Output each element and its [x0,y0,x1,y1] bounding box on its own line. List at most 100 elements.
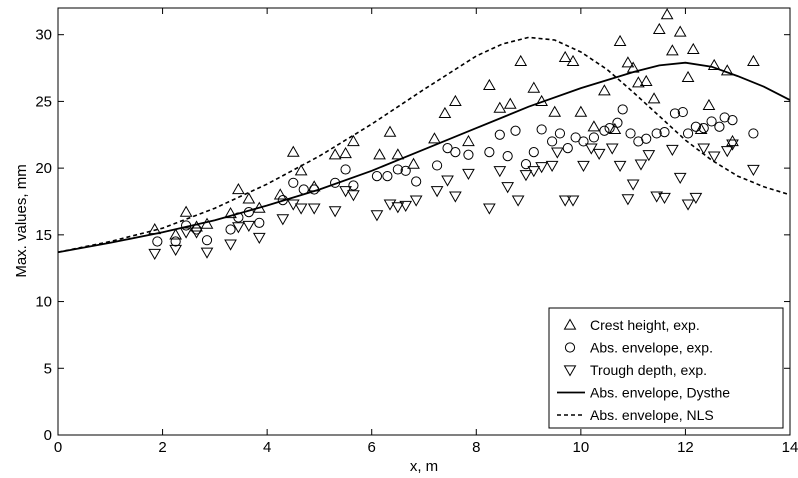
plot-area: 0 2 4 6 8 10 12 14 0 5 10 15 20 25 30 [35,7,798,456]
data-point [169,228,183,240]
data-point [554,128,566,139]
data-point [702,98,716,111]
data-point [626,179,640,191]
data-point [686,42,700,54]
data-point [170,236,181,247]
data-point [634,159,648,171]
data-point [307,203,321,215]
data-point [697,143,711,155]
data-point [348,180,359,191]
series-0 [148,8,760,240]
data-point [179,205,193,217]
legend-label: Abs. envelope, exp. [590,340,713,356]
data-point [652,22,666,34]
data-point [681,199,695,211]
data-point [720,64,734,76]
data-point [633,136,644,147]
y-tick-label: 0 [44,427,52,444]
data-point [682,128,694,139]
data-point [545,160,559,172]
data-point [328,148,342,160]
y-tick-label: 20 [35,160,52,177]
data-point [665,144,679,156]
data-point [514,54,528,66]
data-point [613,34,627,46]
data-point [639,74,653,87]
y-tick-label: 30 [35,27,52,44]
legend-marker-swatch [563,365,577,377]
data-point [409,195,423,207]
data-point [442,143,453,154]
data-point [566,195,580,207]
data-point [494,129,505,140]
data-point [592,148,606,160]
x-tick-label: 14 [782,439,798,456]
data-point [503,97,517,109]
legend-entry: Crest height, exp. [563,317,700,333]
data-point [152,236,163,247]
y-tick-label: 25 [35,93,52,110]
data-point [411,176,422,187]
data-point [608,122,622,135]
data-point [584,143,598,155]
data-point [242,192,256,204]
y-axis-title: Max. values, mm [13,164,30,277]
data-point [511,195,525,207]
data-point [493,101,507,113]
data-point [400,165,411,176]
data-point [577,160,590,172]
data-point [347,190,360,202]
legend-entry: Abs. envelope, NLS [557,407,714,423]
data-point [288,177,299,188]
data-point [392,164,403,175]
data-point [673,25,687,37]
data-point [566,54,580,66]
y-tick-label: 15 [35,227,52,244]
data-point [673,172,687,184]
legend-label: Abs. envelope, Dysthe [590,385,730,401]
data-point [462,134,475,147]
data-point [200,247,214,259]
data-point [621,56,635,68]
data-point [558,50,572,62]
x-tick-label: 6 [368,439,376,456]
data-point [647,92,661,104]
data-point [450,147,461,158]
data-point [407,157,420,169]
data-point [224,206,237,219]
data-point [698,122,709,134]
data-point [677,106,688,118]
data-point [370,210,384,222]
data-point [632,76,645,88]
legend-entry: Abs. envelope, exp. [564,340,713,356]
data-point [438,106,452,119]
data-point [707,151,721,163]
y-tick-label: 5 [44,360,52,377]
series-line [57,36,791,253]
data-point [294,164,308,176]
data-point [501,182,515,194]
data-point [548,105,562,117]
data-point [428,132,441,144]
data-point [726,134,739,147]
data-point [484,147,495,158]
data-point [340,164,351,175]
series-line [57,61,791,254]
data-point [547,136,558,147]
legend-entry: Abs. envelope, Dysthe [557,385,730,401]
data-point [148,248,162,261]
data-point [690,121,701,132]
data-point [201,235,213,246]
data-point [599,125,610,136]
data-point [232,182,245,195]
data-point [706,116,717,127]
data-point [613,160,627,172]
data-point [714,121,725,132]
data-point [502,151,513,162]
data-point [588,132,600,143]
legend: Crest height, exp. Abs. envelope, exp. Tro… [548,307,784,429]
data-point [574,105,588,117]
data-point [373,148,386,160]
ticks: 0 2 4 6 8 10 12 14 0 5 10 15 20 25 30 [35,8,798,456]
